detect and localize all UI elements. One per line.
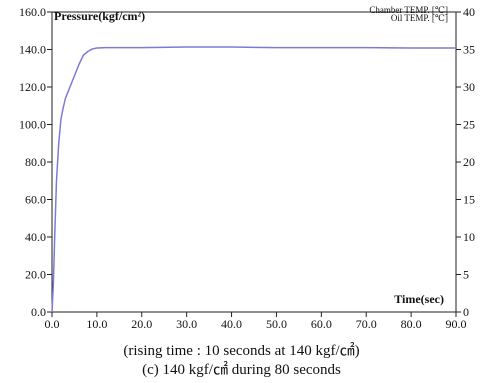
x-tick-label: 30.0 bbox=[176, 317, 197, 331]
y-tick-label: 40.0 bbox=[25, 230, 46, 244]
x-tick-label: 60.0 bbox=[311, 317, 332, 331]
y2-tick-label: 0 bbox=[463, 305, 469, 319]
y-tick-label: 80.0 bbox=[25, 155, 46, 169]
y2-tick-label: 15 bbox=[463, 193, 475, 207]
y2-tick-label: 20 bbox=[463, 155, 475, 169]
x-axis-label: Time(sec) bbox=[394, 292, 444, 306]
x-tick-label: 70.0 bbox=[356, 317, 377, 331]
y-tick-label: 20.0 bbox=[25, 268, 46, 282]
y2-tick-label: 40 bbox=[463, 5, 475, 19]
y-tick-label: 160.0 bbox=[19, 5, 46, 19]
legend-oil-temp: Oil TEMP. [℃] bbox=[391, 13, 448, 23]
x-tick-label: 80.0 bbox=[401, 317, 422, 331]
y-tick-label: 140.0 bbox=[19, 43, 46, 57]
x-tick-label: 90.0 bbox=[446, 317, 467, 331]
pressure-chart: 0.0 10.0 20.0 30.0 40.0 50.0 60.0 70.0 80.0 90.00… bbox=[19, 5, 475, 331]
y2-tick-label: 5 bbox=[463, 268, 469, 282]
y-axis-label: Pressure(kgf/cm²) bbox=[54, 9, 145, 23]
y-tick-label: 0.0 bbox=[31, 305, 46, 319]
x-tick-label: 20.0 bbox=[131, 317, 152, 331]
x-tick-label: 0.0 bbox=[45, 317, 60, 331]
x-tick-label: 50.0 bbox=[266, 317, 287, 331]
pressure-series-line bbox=[51, 46, 456, 313]
y-tick-label: 100.0 bbox=[19, 118, 46, 132]
y2-tick-label: 25 bbox=[463, 118, 475, 132]
x-tick-label: 40.0 bbox=[221, 317, 242, 331]
y-tick-label: 120.0 bbox=[19, 80, 46, 94]
series-layer bbox=[51, 46, 456, 313]
plot-frame bbox=[51, 11, 457, 313]
y2-tick-label: 30 bbox=[463, 80, 475, 94]
y-tick-label: 60.0 bbox=[25, 193, 46, 207]
y2-tick-label: 35 bbox=[463, 43, 475, 57]
legend-chamber-temp: Chamber TEMP. [℃] bbox=[369, 5, 448, 15]
caption-line-2: (c) 140 kgf/㎠ during 80 seconds bbox=[142, 362, 341, 378]
x-tick-label: 10.0 bbox=[86, 317, 107, 331]
ticks: 0.0 10.0 20.0 30.0 40.0 50.0 60.0 70.0 80.0 90.00… bbox=[19, 5, 475, 331]
y2-tick-label: 10 bbox=[463, 230, 475, 244]
caption-line-1: (rising time : 10 seconds at 140 kgf/㎠) bbox=[123, 343, 360, 359]
